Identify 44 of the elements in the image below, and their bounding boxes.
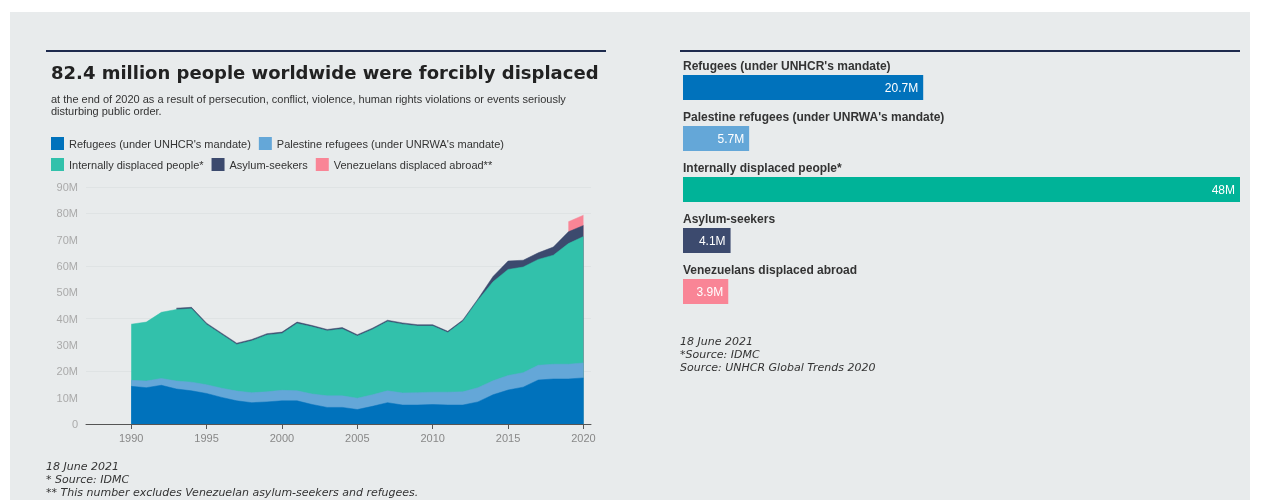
- text: 18 June 2021: [46, 460, 120, 473]
- y-tick-label: Refugees (under UNHCR's mandate): [683, 58, 891, 73]
- text: ** This number excludes Venezuelan asylum-seekers and refugees.: [46, 486, 419, 499]
- y-tick-label: Internally displaced people*: [683, 160, 843, 175]
- y-tick-label: 20M: [56, 365, 78, 378]
- chart-subtitle: at the end of 2020 as a result of persecution, conflict, violence, human rights violations or events seriously disturbing public order.: [51, 93, 569, 117]
- legend-label: Palestine refugees (under UNRWA's mandate): [276, 137, 504, 150]
- y-tick-label: 90M: [56, 181, 78, 193]
- bar: [683, 75, 924, 100]
- bar: [683, 126, 750, 151]
- source-note: Source: UNHCR Global Trends 2020: [680, 361, 876, 374]
- data-label: 48M: [1211, 182, 1235, 197]
- y-tick-label: 80M: [56, 207, 78, 220]
- y-tick-label: 60M: [56, 260, 78, 272]
- legend-label: Asylum-seekers: [229, 158, 309, 171]
- x-tick-label: 2020: [571, 431, 596, 444]
- bar: [683, 177, 1240, 202]
- data-label: 4.1M: [698, 233, 726, 248]
- y-tick-label: 50M: [56, 286, 78, 299]
- x-tick-label: 2010: [420, 431, 445, 444]
- bar: [683, 228, 731, 253]
- data-label: 20.7M: [884, 80, 919, 95]
- text: 18 June 2021: [680, 335, 754, 348]
- legend-label: Internally displaced people*: [69, 158, 205, 171]
- chart-title: 82.4 million people worldwide were forcibly displaced: [51, 61, 599, 83]
- x-tick-label: 2005: [345, 431, 370, 444]
- y-tick-label: 30M: [56, 339, 78, 351]
- y-tick-label: 70M: [56, 233, 78, 246]
- legend-label: Venezuelans displaced abroad**: [333, 158, 493, 171]
- y-tick-label: 0: [71, 418, 78, 430]
- data-label: 3.9M: [696, 284, 724, 299]
- y-tick-label: Venezuelans displaced abroad: [683, 262, 858, 277]
- text: *Source: IDMC: [680, 348, 761, 361]
- text: * Source: IDMC: [46, 473, 131, 486]
- x-tick-label: 1995: [194, 431, 219, 444]
- x-tick-label: 2000: [269, 431, 295, 444]
- x-tick-label: 2015: [495, 431, 521, 444]
- legend-label: Refugees (under UNHCR's mandate): [69, 137, 251, 150]
- y-tick-label: Asylum-seekers: [683, 211, 776, 226]
- data-label: 5.7M: [717, 131, 745, 146]
- x-tick-label: 1990: [118, 431, 144, 444]
- y-tick-label: 10M: [56, 391, 78, 404]
- y-tick-label: 40M: [56, 312, 78, 325]
- y-tick-label: Palestine refugees (under UNRWA's mandate): [683, 109, 945, 124]
